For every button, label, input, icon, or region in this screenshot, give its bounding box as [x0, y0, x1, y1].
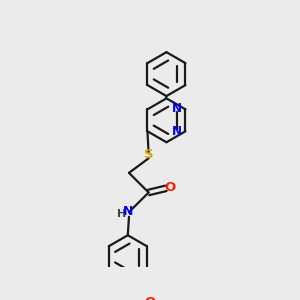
Text: H: H [117, 209, 126, 219]
Text: N: N [123, 205, 133, 218]
Text: N: N [172, 125, 182, 138]
Text: O: O [145, 296, 156, 300]
Text: O: O [164, 182, 176, 194]
Text: N: N [172, 102, 182, 116]
Text: S: S [144, 148, 153, 161]
